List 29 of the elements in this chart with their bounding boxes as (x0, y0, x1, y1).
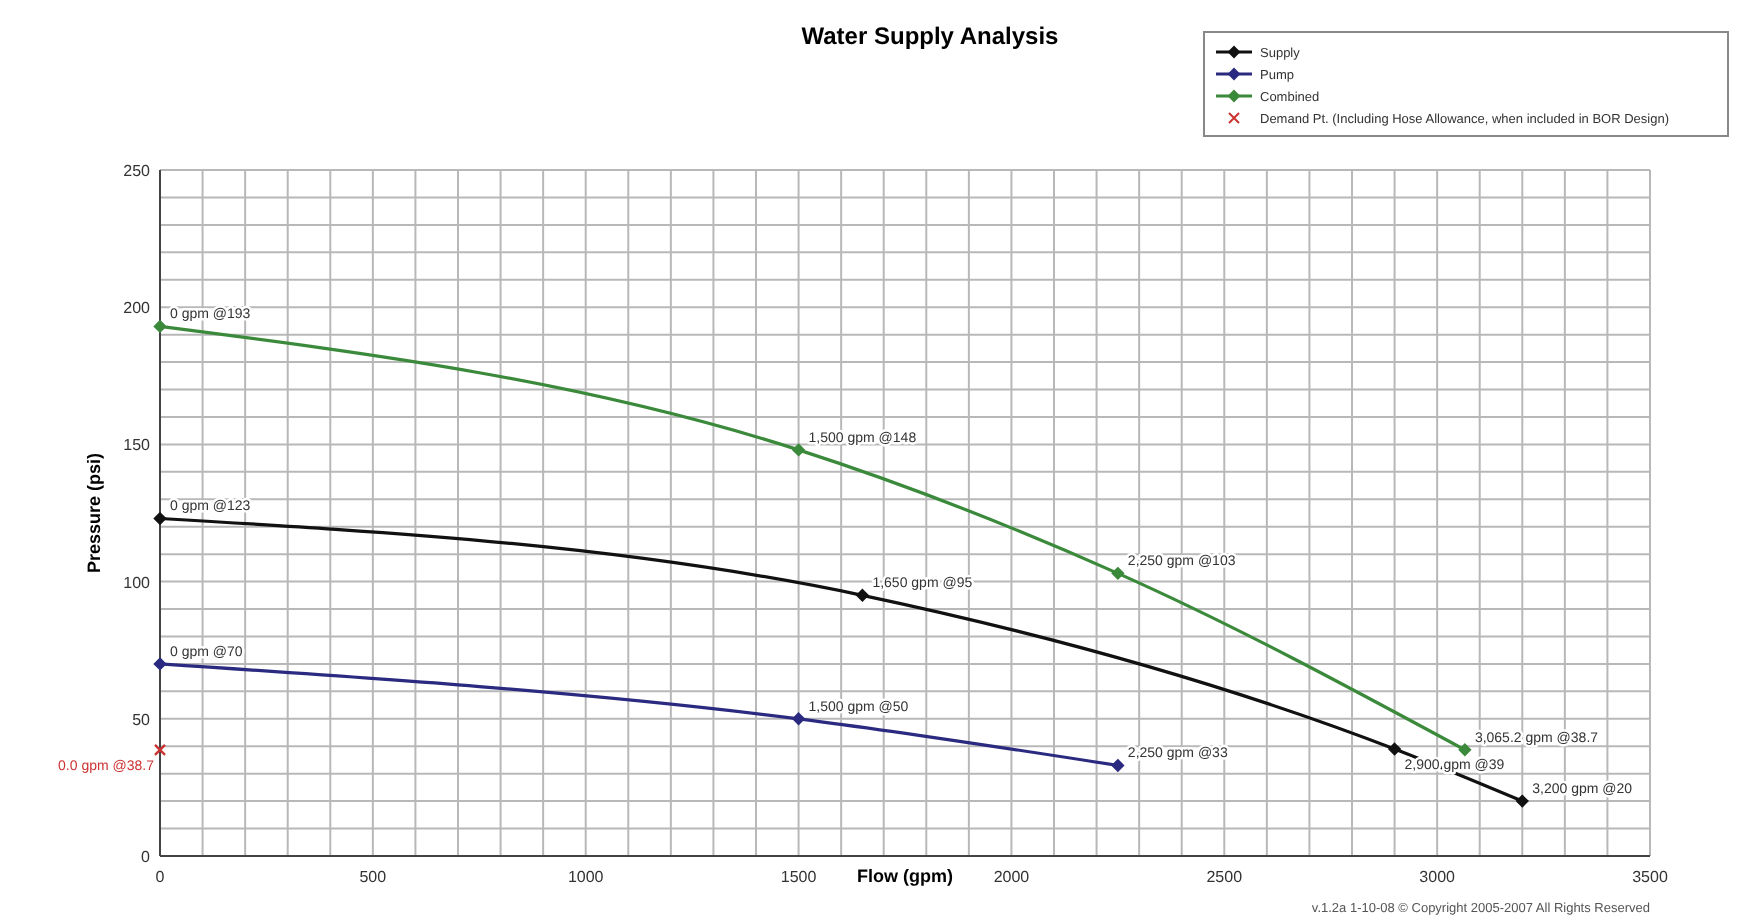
x-tick-label: 3000 (1419, 868, 1457, 886)
y-tick-label: 200 (123, 299, 152, 318)
x-tick-label: 0 (155, 868, 166, 886)
point (792, 712, 805, 725)
y-tick-label: 0 (141, 848, 152, 866)
point (1516, 794, 1529, 808)
point (153, 320, 167, 333)
point (1111, 759, 1125, 772)
point (1458, 743, 1472, 757)
x-tick-label: 1000 (567, 868, 605, 886)
chart-title: Water Supply Analysis (801, 22, 1060, 50)
y-axis-title: Pressure (psi) (84, 452, 104, 574)
x-tick-label: 1500 (780, 868, 818, 886)
y-tick-label: 50 (132, 710, 152, 729)
point (1388, 742, 1401, 756)
y-tick-label: 150 (123, 436, 152, 455)
point (1111, 567, 1125, 580)
point (153, 512, 167, 525)
y-tick-label: 100 (123, 573, 152, 592)
x-tick-label: 2000 (993, 868, 1031, 886)
y-tick-label: 250 (123, 162, 152, 180)
x-axis-title: Flow (gpm) (857, 866, 953, 886)
point (856, 589, 869, 602)
point (153, 657, 167, 671)
x-tick-label: 3500 (1632, 868, 1669, 886)
x-tick-label: 2500 (1206, 868, 1244, 886)
point (153, 743, 167, 757)
x-tick-label: 500 (359, 868, 388, 886)
point (792, 443, 805, 457)
